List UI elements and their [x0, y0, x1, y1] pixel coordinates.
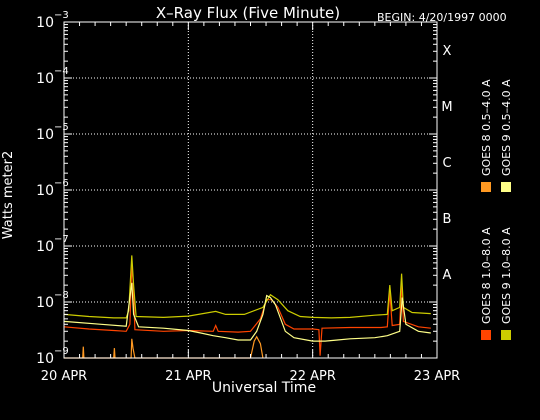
legend-label: GOES 9 0.5–4.0 A: [500, 79, 513, 176]
begin-date-label: BEGIN: 4/20/1997 0000: [377, 11, 507, 24]
y-tick-exponent: −3: [54, 10, 69, 21]
legend-label: GOES 8 0.5–4.0 A: [480, 79, 493, 176]
flare-class-label: B: [443, 212, 452, 227]
y-tick-label: 10: [36, 127, 54, 143]
x-tick-label: 21 APR: [165, 369, 211, 384]
flare-class-label: X: [443, 44, 452, 59]
legend-swatch: [481, 330, 491, 340]
chart-title: X–Ray Flux (Five Minute): [156, 4, 340, 22]
flare-class-label: A: [443, 268, 452, 283]
legend-swatch: [481, 182, 491, 192]
x-tick-label: 23 APR: [414, 369, 460, 384]
series-line: [63, 265, 431, 356]
y-tick-label: 10: [36, 295, 54, 311]
y-tick-exponent: −4: [54, 66, 69, 77]
y-axis-label: Watts meter2: [1, 151, 16, 239]
y-tick-exponent: −5: [54, 122, 69, 133]
legend-swatch: [501, 182, 511, 192]
x-axis-label: Universal Time: [212, 380, 316, 396]
y-tick-label: 10: [36, 239, 54, 255]
series-line: [64, 335, 264, 359]
flare-class-label: M: [441, 100, 452, 115]
flare-class-label: C: [442, 156, 451, 171]
series-line: [63, 282, 431, 342]
y-tick-exponent: −9: [54, 346, 69, 357]
x-tick-label: 22 APR: [289, 369, 335, 384]
legend-label: GOES 9 1.0–8.0 A: [500, 227, 513, 324]
y-tick-label: 10: [36, 15, 54, 31]
x-tick-label: 20 APR: [41, 369, 87, 384]
y-tick-exponent: −7: [54, 234, 69, 245]
y-tick-label: 10: [36, 351, 54, 367]
y-tick-exponent: −8: [54, 290, 69, 301]
legend-swatch: [501, 330, 511, 340]
y-tick-label: 10: [36, 183, 54, 199]
y-tick-label: 10: [36, 71, 54, 87]
y-tick-exponent: −6: [54, 178, 69, 189]
legend-label: GOES 8 1.0–8.0 A: [480, 227, 493, 324]
series-line: [63, 255, 431, 319]
